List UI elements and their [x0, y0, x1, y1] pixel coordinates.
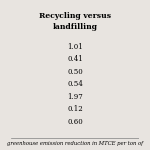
Text: 0.60: 0.60: [67, 118, 83, 126]
Text: landfilling: landfilling: [52, 23, 98, 32]
Text: 0.50: 0.50: [67, 68, 83, 76]
Text: 1.97: 1.97: [67, 93, 83, 101]
Text: 0.41: 0.41: [67, 55, 83, 63]
Text: 0.54: 0.54: [67, 80, 83, 88]
Text: 0.12: 0.12: [67, 105, 83, 113]
Text: greenhouse emission reduction in MTCE per ton of: greenhouse emission reduction in MTCE pe…: [7, 141, 143, 146]
Text: 1.01: 1.01: [67, 43, 83, 51]
Text: Recycling versus: Recycling versus: [39, 12, 111, 20]
